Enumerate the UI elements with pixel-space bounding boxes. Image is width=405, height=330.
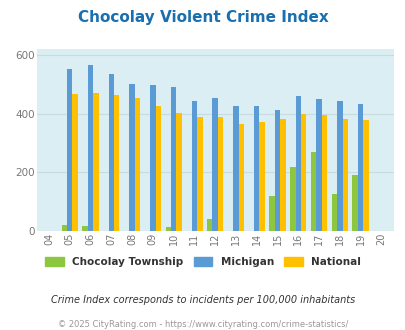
Bar — [134, 97, 140, 231]
Bar — [336, 101, 342, 231]
Bar — [155, 106, 160, 231]
Bar — [295, 96, 300, 231]
Bar — [290, 167, 295, 231]
Text: Chocolay Violent Crime Index: Chocolay Violent Crime Index — [77, 10, 328, 25]
Bar — [171, 87, 176, 231]
Text: © 2025 CityRating.com - https://www.cityrating.com/crime-statistics/: © 2025 CityRating.com - https://www.city… — [58, 320, 347, 329]
Bar — [82, 226, 87, 231]
Bar — [67, 69, 72, 231]
Bar — [109, 74, 114, 231]
Bar — [176, 113, 181, 231]
Bar — [129, 84, 134, 231]
Text: Crime Index corresponds to incidents per 100,000 inhabitants: Crime Index corresponds to incidents per… — [51, 295, 354, 305]
Bar — [150, 84, 155, 231]
Bar — [331, 194, 336, 231]
Bar — [315, 99, 321, 231]
Bar — [114, 95, 119, 231]
Legend: Chocolay Township, Michigan, National: Chocolay Township, Michigan, National — [45, 257, 360, 267]
Bar — [259, 122, 264, 231]
Bar — [217, 117, 223, 231]
Bar — [212, 98, 217, 231]
Bar — [62, 225, 67, 231]
Bar — [87, 65, 93, 231]
Bar — [254, 106, 259, 231]
Bar — [352, 175, 357, 231]
Bar — [165, 227, 171, 231]
Bar — [310, 152, 315, 231]
Bar — [207, 219, 212, 231]
Bar — [191, 101, 196, 231]
Bar — [274, 110, 279, 231]
Bar — [196, 117, 202, 231]
Bar — [238, 124, 243, 231]
Bar — [269, 196, 274, 231]
Bar — [357, 104, 362, 231]
Bar — [300, 114, 306, 231]
Bar — [279, 119, 285, 231]
Bar — [321, 115, 326, 231]
Bar — [342, 119, 347, 231]
Bar — [362, 120, 368, 231]
Bar — [233, 106, 238, 231]
Bar — [93, 92, 98, 231]
Bar — [72, 94, 78, 231]
